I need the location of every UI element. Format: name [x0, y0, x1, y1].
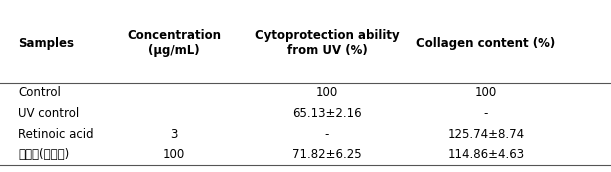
Text: 125.74±8.74: 125.74±8.74 [447, 128, 524, 141]
Text: 100: 100 [475, 86, 497, 99]
Text: Retinoic acid: Retinoic acid [18, 128, 94, 141]
Text: 질경이(차전초): 질경이(차전초) [18, 148, 70, 161]
Text: Control: Control [18, 86, 61, 99]
Text: -: - [324, 128, 329, 141]
Text: 114.86±4.63: 114.86±4.63 [447, 148, 524, 161]
Text: Samples: Samples [18, 36, 75, 50]
Text: Concentration
(μg/mL): Concentration (μg/mL) [127, 29, 221, 57]
Text: UV control: UV control [18, 107, 79, 120]
Text: 100: 100 [163, 148, 185, 161]
Text: 3: 3 [170, 128, 178, 141]
Text: Cytoprotection ability
from UV (%): Cytoprotection ability from UV (%) [255, 29, 399, 57]
Text: Collagen content (%): Collagen content (%) [416, 36, 555, 50]
Text: 65.13±2.16: 65.13±2.16 [292, 107, 362, 120]
Text: 100: 100 [316, 86, 338, 99]
Text: -: - [483, 107, 488, 120]
Text: 71.82±6.25: 71.82±6.25 [292, 148, 362, 161]
